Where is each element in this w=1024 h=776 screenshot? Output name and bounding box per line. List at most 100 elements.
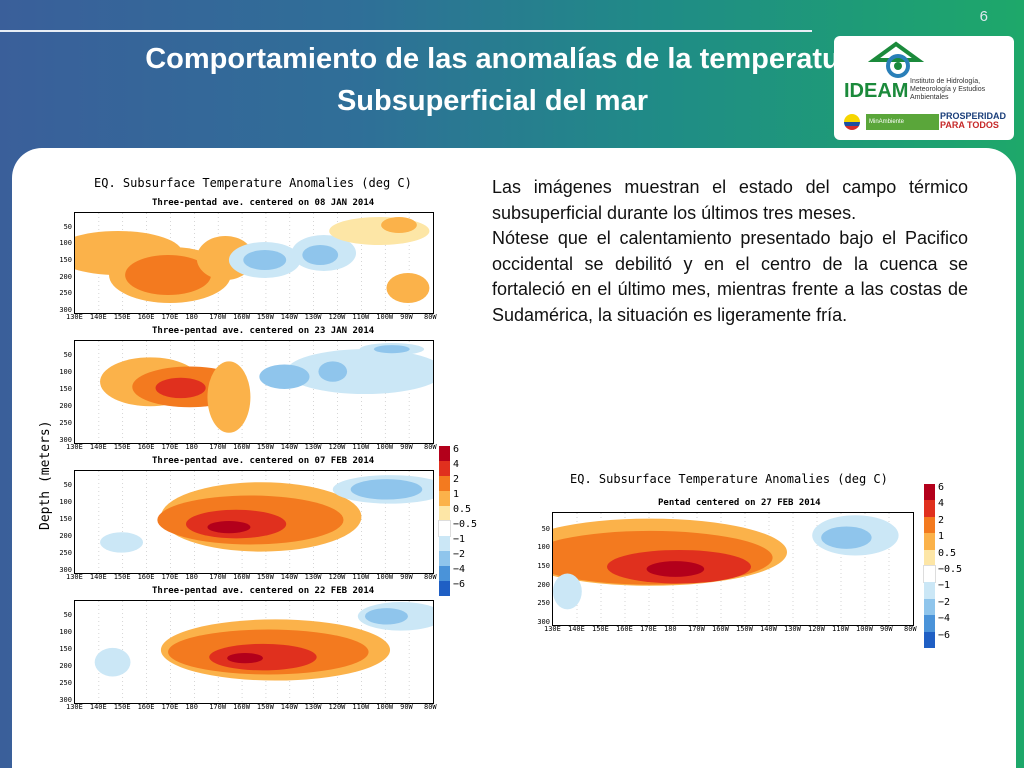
left-panel-4-depth-tick: 100 — [59, 628, 72, 636]
left-colorbar-segment — [439, 536, 450, 551]
left-panel-4-anomaly-contour — [209, 643, 317, 671]
left-panel-1-lon-tick: 140E — [89, 313, 107, 321]
left-panel-2-lon-tick: 90W — [400, 443, 413, 451]
right-depth-tick: 250 — [537, 599, 550, 608]
left-panel-4-lon-tick: 140E — [89, 703, 107, 711]
left-panel-2-lon-tick: 150W — [256, 443, 274, 451]
right-depth-tick: 50 — [541, 524, 550, 533]
right-depth-tick: 200 — [537, 580, 550, 589]
left-panel-3-anomaly-contour — [350, 479, 423, 500]
left-panel-1-lon-tick: 130E — [66, 313, 83, 321]
left-panel-1-lon-tick: 170W — [209, 313, 227, 321]
right-lon-tick: 140W — [760, 625, 777, 633]
left-panel-4-plot-area — [74, 600, 434, 704]
right-colorbar-label: −1 — [938, 580, 951, 592]
left-figure-title: EQ. Subsurface Temperature Anomalies (de… — [94, 176, 412, 190]
right-colorbar-segment — [924, 549, 935, 566]
right-colorbar-segment — [924, 598, 935, 616]
left-panel-3-lon-tick: 100W — [376, 573, 394, 581]
left-panel-1-lon-tick: 120W — [328, 313, 346, 321]
panel-subtitle: Three-pentad ave. centered on 22 FEB 201… — [152, 586, 375, 596]
left-panel-2-lon-tick: 160E — [137, 443, 155, 451]
left-colorbar-label: 0.5 — [453, 504, 472, 515]
left-panel-4-depth-tick: 300 — [59, 696, 72, 704]
left-panel-2-lon-tick: 180 — [185, 443, 198, 451]
left-panel-1-depth-tick: 50 — [63, 222, 72, 231]
right-colorbar-segment — [923, 564, 936, 584]
right-colorbar-label: −0.5 — [938, 564, 963, 575]
right-colorbar-segment — [924, 631, 935, 648]
right-colorbar-label: 4 — [938, 498, 945, 510]
left-panel-4-lon-tick: 160W — [233, 703, 250, 711]
left-panel-4-anomaly-contour — [94, 647, 131, 677]
right-colorbar-label: −6 — [938, 629, 951, 641]
right-colorbar-segment — [924, 500, 935, 517]
left-panel-1-depth-tick: 300 — [59, 306, 72, 314]
left-panel-2-anomaly-contour — [207, 361, 251, 433]
left-panel-4-lon-tick: 80W — [424, 703, 437, 711]
left-panel-3-depth-tick: 100 — [59, 498, 72, 506]
left-panel-1-lon-tick: 90W — [400, 313, 413, 321]
left-panel-3-lon-tick: 170E — [161, 573, 179, 581]
left-panel-3-anomaly-contour — [207, 520, 251, 534]
top-rule — [0, 30, 812, 32]
left-panel-1-lon-tick: 170E — [161, 313, 179, 321]
ideam-logo: IDEAM Instituto de Hidrología, Meteorolo… — [834, 36, 1014, 140]
left-panel-4-depth-tick: 150 — [59, 645, 72, 653]
left-panel-2-depth-tick: 50 — [63, 351, 72, 359]
right-colorbar-label: 6 — [938, 482, 945, 493]
left-colorbar-segment — [439, 551, 450, 566]
left-panel-3-depth-tick: 150 — [59, 515, 72, 523]
slogan-line-1: PROSPERIDAD — [940, 111, 1007, 121]
left-colorbar-segment — [439, 506, 450, 521]
left-panel-3-depth-tick: 50 — [63, 481, 72, 489]
left-panel-1-lon-tick: 130W — [304, 313, 322, 321]
left-panel-2-anomaly-contour — [155, 377, 206, 399]
right-lon-tick: 80W — [904, 625, 917, 633]
left-panel-2-depth-tick: 200 — [59, 402, 72, 410]
left-panel-1-lon-tick: 110W — [352, 313, 370, 321]
description-paragraph-2: Nótese que el calentamiento presentado b… — [492, 228, 968, 325]
left-panel-4-lon-tick: 130E — [66, 703, 83, 711]
right-anomaly-contour — [821, 526, 872, 549]
right-depth-tick: 300 — [537, 618, 550, 626]
left-panel-2-depth-tick: 150 — [59, 385, 72, 393]
left-panel-3-lon-tick: 150W — [256, 573, 274, 581]
left-panel-4-depth-tick: 200 — [59, 662, 72, 670]
panel-subtitle: Three-pentad ave. centered on 23 JAN 201… — [152, 326, 375, 336]
left-panel-3-lon-tick: 170W — [209, 573, 227, 581]
left-panel-3-lon-tick: 140W — [280, 573, 298, 581]
left-panel-2-lon-tick: 140W — [280, 443, 298, 451]
right-lon-tick: 110W — [832, 625, 849, 633]
left-panel-4-lon-tick: 100W — [376, 703, 394, 711]
left-panel-2-anomaly-contour — [259, 364, 310, 389]
left-panel-2-lon-tick: 120W — [328, 443, 346, 451]
left-panel-1-anomaly-field — [75, 213, 430, 313]
right-lon-tick: 170E — [640, 625, 657, 633]
right-lon-tick: 150E — [592, 625, 609, 633]
left-panel-4-lon-tick: 180 — [185, 703, 198, 711]
left-panel-1-lon-tick: 160W — [233, 313, 250, 321]
left-panel-1-anomaly-contour — [125, 255, 212, 295]
left-panel-3-anomaly-contour — [100, 532, 144, 553]
left-panel-3-lon-tick: 150E — [113, 573, 131, 581]
left-panel-4-lon-tick: 110W — [352, 703, 370, 711]
left-panel-3-lon-tick: 80W — [424, 573, 437, 581]
slide-title: Comportamiento de las anomalías de la te… — [30, 38, 955, 122]
left-panel-4-lon-tick: 150W — [256, 703, 274, 711]
left-panel-2-lon-tick: 100W — [376, 443, 394, 451]
left-panel-4-lon-tick: 90W — [400, 703, 413, 711]
left-panel-1-plot-area — [74, 212, 434, 314]
right-depth-tick: 100 — [537, 543, 550, 552]
left-panel-3-depth-tick: 300 — [59, 566, 72, 574]
left-panel-2-depth-tick: 100 — [59, 368, 72, 376]
left-panel-2-anomaly-contour — [373, 345, 410, 354]
right-lon-tick: 140E — [568, 625, 585, 633]
left-panel-2-anomaly-contour — [286, 349, 433, 395]
left-panel-2-lon-tick: 170E — [161, 443, 179, 451]
left-panel-2-anomaly-field — [98, 341, 433, 443]
right-colorbar-label: 1 — [938, 531, 945, 543]
left-panel-3-lon-tick: 90W — [400, 573, 413, 581]
right-colorbar-label: 2 — [938, 514, 945, 526]
left-panel-1-anomaly-contour — [381, 217, 417, 233]
